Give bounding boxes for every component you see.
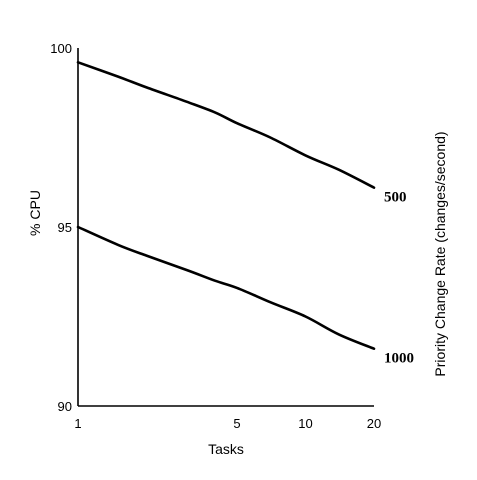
y-axis-title: % CPU bbox=[27, 190, 43, 236]
x-tick-label: 5 bbox=[233, 416, 240, 431]
x-tick-labels: 1 5 10 20 bbox=[74, 416, 381, 431]
chart-axes bbox=[77, 48, 374, 407]
secondary-y-axis-title: Priority Change Rate (changes/second) bbox=[432, 131, 448, 376]
x-tick-label: 10 bbox=[298, 416, 312, 431]
x-axis-title: Tasks bbox=[208, 441, 244, 457]
series-label-1000: 1000 bbox=[384, 351, 414, 367]
series-layer bbox=[76, 61, 376, 350]
y-tick-label: 90 bbox=[58, 399, 72, 414]
series-label-500: 500 bbox=[384, 190, 407, 206]
y-tick-label: 95 bbox=[58, 220, 72, 235]
x-tick-label: 1 bbox=[74, 416, 81, 431]
series-line-1000 bbox=[76, 225, 376, 350]
y-tick-label: 100 bbox=[50, 41, 72, 56]
series-line-500 bbox=[76, 61, 376, 189]
y-tick-labels: 90 95 100 bbox=[50, 41, 72, 414]
series-labels: 500 1000 bbox=[384, 190, 414, 367]
x-tick-label: 20 bbox=[367, 416, 381, 431]
